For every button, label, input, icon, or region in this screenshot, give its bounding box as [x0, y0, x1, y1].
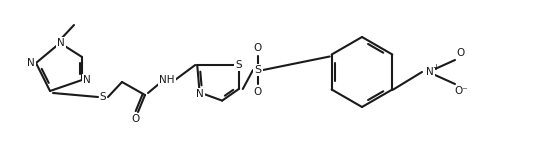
Text: N: N: [426, 67, 434, 77]
Text: N: N: [83, 75, 91, 85]
Text: N: N: [27, 58, 35, 68]
Text: S: S: [100, 92, 106, 102]
Text: O⁻: O⁻: [454, 86, 468, 96]
Text: O: O: [457, 48, 465, 58]
Text: O: O: [254, 87, 262, 97]
Text: +: +: [433, 62, 440, 71]
Text: O: O: [132, 114, 140, 124]
Text: O: O: [254, 43, 262, 53]
Text: S: S: [235, 60, 242, 70]
Text: N: N: [196, 89, 203, 99]
Text: NH: NH: [159, 75, 175, 85]
Text: N: N: [57, 38, 65, 48]
Text: S: S: [254, 65, 262, 75]
